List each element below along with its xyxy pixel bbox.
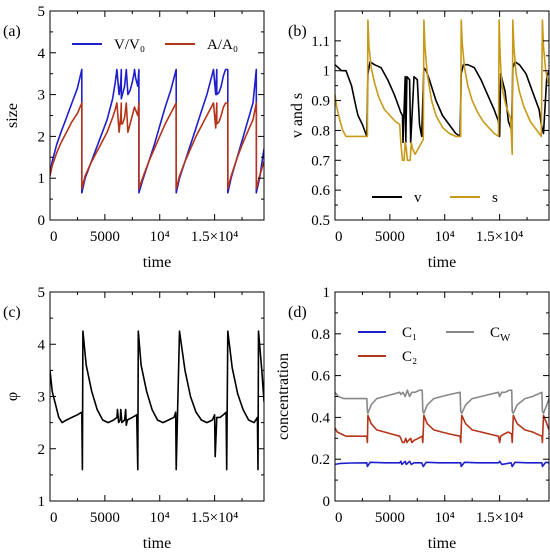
- y-tick-label: 2: [38, 129, 46, 145]
- panel-label: (c): [3, 304, 21, 321]
- x-axis-title: time: [143, 254, 171, 271]
- y-tick-label: 5: [38, 285, 46, 301]
- x-axis-title: time: [428, 254, 456, 271]
- y-axis-title: concentration: [275, 353, 292, 440]
- y-tick-label: 1: [323, 285, 331, 301]
- x-tick-label: 10⁴: [150, 229, 170, 245]
- y-tick-label: 4: [38, 337, 46, 353]
- x-tick-label: 0: [335, 229, 343, 245]
- y-tick-label: 0.6: [311, 369, 330, 385]
- y-tick-label: 1: [323, 64, 331, 80]
- x-tick-label: 5000: [375, 229, 405, 245]
- x-tick-label: 10⁴: [150, 510, 170, 526]
- series-line-s0: [50, 330, 264, 471]
- legend-entry: C₂: [402, 349, 417, 365]
- x-tick-label: 1.5×10⁴: [191, 510, 238, 526]
- y-tick-label: 0.7: [311, 153, 330, 169]
- panel-label: (a): [3, 23, 21, 40]
- x-tick-label: 10⁴: [435, 229, 455, 245]
- series-line-aa: [50, 102, 264, 190]
- y-tick-label: 0.6: [311, 183, 330, 199]
- series-line-s: [335, 19, 549, 162]
- legend-entry: C₁: [402, 325, 417, 341]
- x-tick-label: 10⁴: [435, 510, 455, 526]
- y-axis-title: size: [4, 103, 21, 128]
- legend-entry: v: [414, 190, 422, 206]
- panel-c: 1 2 3 4 5 0 5000 10⁴ 1.5×10⁴ time φ (c): [3, 285, 265, 552]
- x-axis-title: time: [143, 535, 171, 552]
- x-tick-label: 0: [335, 510, 343, 526]
- panel-label: (b): [288, 23, 307, 40]
- y-tick-label: 0.8: [311, 327, 330, 343]
- y-tick-label: 1.1: [311, 34, 330, 50]
- y-tick-label: 0: [38, 213, 46, 229]
- x-tick-label: 5000: [90, 229, 120, 245]
- panel-a: 0 1 2 3 4 5 0 5000 10⁴ 1.5×10⁴ time size (a) V/V₀ A/A₀: [3, 4, 265, 271]
- y-tick-label: 0.8: [311, 123, 330, 139]
- legend-entry: V/V₀: [114, 37, 145, 53]
- x-axis-title: time: [428, 535, 456, 552]
- y-tick-label: 0.9: [311, 94, 330, 110]
- legend-entry: A/A₀: [207, 37, 238, 53]
- y-tick-label: 0.5: [311, 213, 330, 229]
- y-tick-label: 0.2: [311, 452, 330, 468]
- x-tick-label: 1.5×10⁴: [476, 229, 523, 245]
- y-tick-label: 4: [38, 46, 46, 62]
- x-tick-label: 1.5×10⁴: [191, 229, 238, 245]
- series-line-c: [335, 460, 549, 468]
- panel-d: 0 0.2 0.4 0.6 0.8 1 0 5000 10⁴ 1.5×10⁴ time concent…: [275, 285, 550, 552]
- y-tick-label: 3: [38, 88, 46, 104]
- x-tick-label: 5000: [375, 510, 405, 526]
- panel-label: (d): [288, 304, 307, 321]
- x-tick-label: 0: [50, 229, 58, 245]
- y-tick-label: 3: [38, 390, 46, 406]
- series-line-cw: [335, 389, 549, 414]
- legend-entry: CW: [490, 325, 511, 344]
- y-tick-label: 0: [323, 494, 331, 510]
- y-tick-label: 5: [38, 4, 46, 20]
- x-tick-label: 1.5×10⁴: [476, 510, 523, 526]
- series-line-c: [335, 414, 549, 444]
- panel-b: 0.5 0.6 0.7 0.8 0.9 1 1.1 0 5000 10⁴ 1.5×10⁴ time v …: [288, 10, 550, 271]
- y-tick-label: 0.4: [311, 410, 330, 426]
- y-axis-title: φ: [4, 392, 21, 401]
- x-tick-label: 0: [50, 510, 58, 526]
- y-tick-label: 2: [38, 442, 46, 458]
- legend-entry: s: [492, 190, 498, 206]
- y-axis-title: v and s: [289, 93, 306, 138]
- y-tick-label: 1: [38, 494, 46, 510]
- y-tick-label: 1: [38, 171, 46, 187]
- x-tick-label: 5000: [90, 510, 120, 526]
